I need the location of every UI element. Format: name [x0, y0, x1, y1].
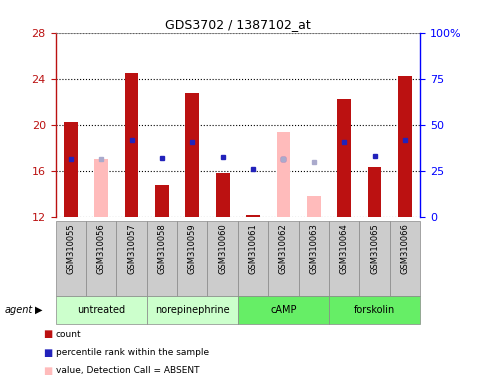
Bar: [390, 221, 420, 296]
Text: count: count: [56, 329, 81, 339]
Bar: [116, 221, 147, 296]
Bar: [177, 221, 208, 296]
Bar: [359, 221, 390, 296]
Bar: [238, 296, 329, 324]
Text: GSM310057: GSM310057: [127, 223, 136, 274]
Bar: [56, 296, 147, 324]
Text: ■: ■: [43, 348, 53, 358]
Bar: [64, 122, 78, 217]
Text: GSM310062: GSM310062: [279, 223, 288, 274]
Bar: [398, 76, 412, 217]
Title: GDS3702 / 1387102_at: GDS3702 / 1387102_at: [165, 18, 311, 31]
Text: GSM310064: GSM310064: [340, 223, 349, 274]
Text: GSM310055: GSM310055: [66, 223, 75, 274]
Bar: [147, 296, 238, 324]
Text: forskolin: forskolin: [354, 305, 395, 315]
Bar: [307, 196, 321, 217]
Bar: [338, 99, 351, 217]
Text: GSM310061: GSM310061: [249, 223, 257, 274]
Text: GSM310056: GSM310056: [97, 223, 106, 274]
Text: GSM310066: GSM310066: [400, 223, 410, 274]
Text: GSM310063: GSM310063: [309, 223, 318, 274]
Bar: [216, 173, 229, 217]
Text: agent: agent: [5, 305, 33, 315]
Text: cAMP: cAMP: [270, 305, 297, 315]
Text: ■: ■: [43, 329, 53, 339]
Text: untreated: untreated: [77, 305, 125, 315]
Bar: [246, 215, 260, 217]
Bar: [125, 73, 138, 217]
Bar: [147, 221, 177, 296]
Text: percentile rank within the sample: percentile rank within the sample: [56, 348, 209, 357]
Text: GSM310058: GSM310058: [157, 223, 167, 274]
Bar: [277, 132, 290, 217]
Bar: [368, 167, 382, 217]
Bar: [185, 93, 199, 217]
Bar: [298, 221, 329, 296]
Bar: [208, 221, 238, 296]
Text: ■: ■: [43, 366, 53, 376]
Text: value, Detection Call = ABSENT: value, Detection Call = ABSENT: [56, 366, 199, 376]
Bar: [155, 185, 169, 217]
Text: norepinephrine: norepinephrine: [155, 305, 229, 315]
Bar: [329, 296, 420, 324]
Bar: [268, 221, 298, 296]
Bar: [56, 221, 86, 296]
Bar: [94, 159, 108, 217]
Text: GSM310059: GSM310059: [188, 223, 197, 274]
Bar: [86, 221, 116, 296]
Text: ▶: ▶: [35, 305, 43, 315]
Bar: [238, 221, 268, 296]
Bar: [329, 221, 359, 296]
Text: GSM310065: GSM310065: [370, 223, 379, 274]
Text: GSM310060: GSM310060: [218, 223, 227, 274]
